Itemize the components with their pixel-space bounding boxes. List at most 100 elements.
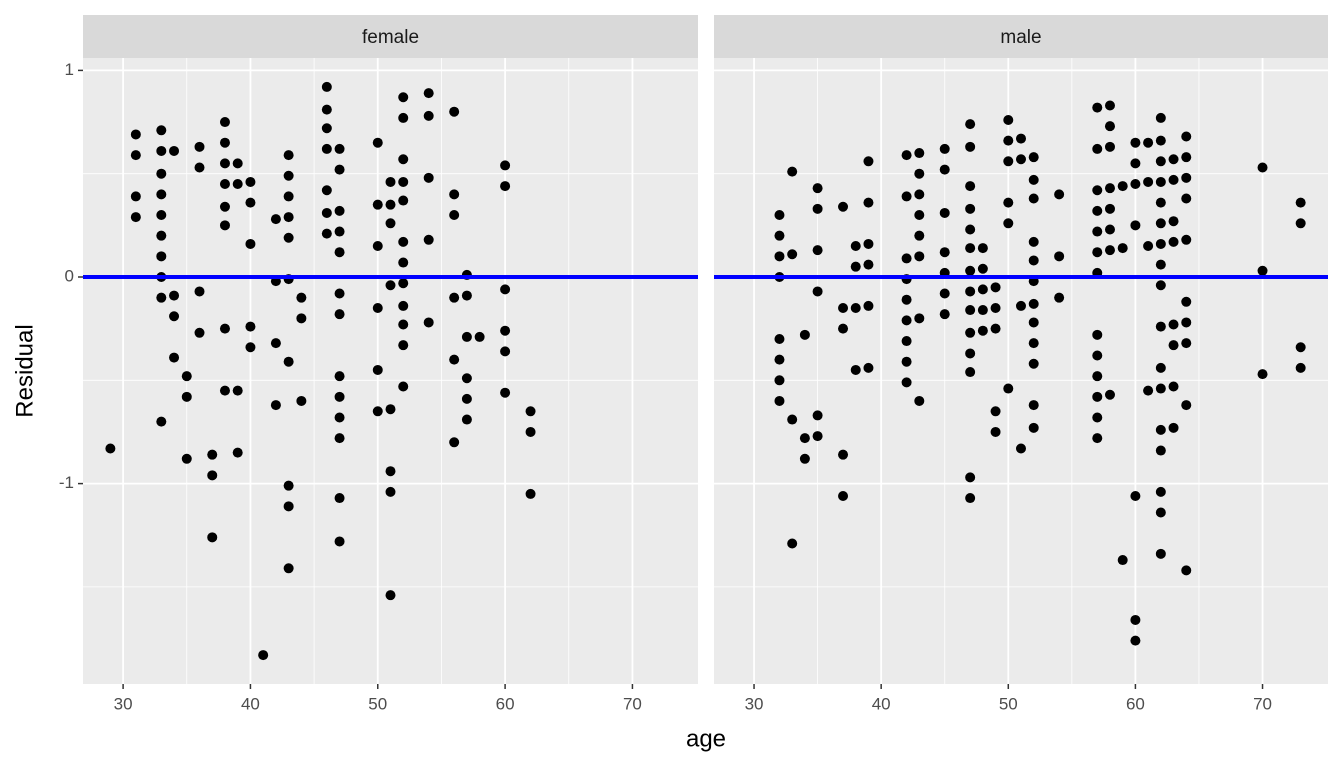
point — [1130, 158, 1141, 169]
point — [461, 373, 472, 384]
point — [283, 501, 294, 512]
point — [283, 150, 294, 161]
point — [1155, 507, 1166, 518]
point — [990, 426, 1001, 437]
point — [385, 280, 396, 291]
point — [863, 300, 874, 311]
point — [774, 395, 785, 406]
point — [321, 143, 332, 154]
point — [1155, 321, 1166, 332]
point — [1092, 433, 1103, 444]
point — [901, 294, 912, 305]
x-tick-label: 40 — [241, 694, 260, 713]
point — [232, 385, 243, 396]
point — [1168, 216, 1179, 227]
point — [939, 288, 950, 299]
point — [1028, 236, 1039, 247]
point — [838, 449, 849, 460]
point — [1168, 154, 1179, 165]
point — [500, 325, 511, 336]
point — [232, 179, 243, 190]
point — [372, 302, 383, 313]
point — [1104, 100, 1115, 111]
point — [863, 197, 874, 208]
point — [850, 302, 861, 313]
point — [914, 189, 925, 200]
y-tick-label: -1 — [59, 473, 74, 492]
point — [939, 143, 950, 154]
strip-label: female — [362, 27, 419, 48]
point — [1295, 342, 1306, 353]
point — [385, 218, 396, 229]
point — [461, 414, 472, 425]
point — [296, 313, 307, 324]
point — [977, 263, 988, 274]
point — [838, 201, 849, 212]
point — [449, 106, 460, 117]
point — [219, 137, 230, 148]
point — [1257, 162, 1268, 173]
point — [965, 203, 976, 214]
point — [863, 362, 874, 373]
point — [838, 323, 849, 334]
point — [398, 319, 409, 330]
point — [812, 286, 823, 297]
point — [990, 323, 1001, 334]
point — [219, 201, 230, 212]
point — [1155, 445, 1166, 456]
point — [965, 141, 976, 152]
point — [461, 393, 472, 404]
point — [219, 220, 230, 231]
point — [1016, 300, 1026, 311]
point — [863, 156, 874, 167]
point — [1295, 197, 1306, 208]
point — [774, 333, 785, 344]
point — [1028, 317, 1039, 328]
point — [194, 141, 205, 152]
point — [245, 238, 256, 249]
point — [156, 210, 167, 221]
point — [1181, 234, 1192, 245]
point — [385, 590, 396, 601]
point — [1181, 131, 1192, 142]
point — [461, 331, 472, 342]
point — [194, 286, 205, 297]
point — [169, 311, 180, 322]
point — [321, 207, 332, 218]
x-tick-label: 70 — [1253, 694, 1272, 713]
y-axis-title: Residual — [11, 324, 38, 417]
point — [1181, 317, 1192, 328]
point — [334, 288, 345, 299]
point — [965, 265, 976, 276]
point — [372, 364, 383, 375]
point — [334, 371, 345, 382]
point — [990, 302, 1001, 313]
point — [130, 150, 141, 161]
point — [1295, 362, 1306, 373]
point — [194, 162, 205, 173]
point — [321, 185, 332, 196]
point — [1181, 193, 1192, 204]
point — [1016, 154, 1026, 165]
point — [1117, 243, 1128, 254]
point — [283, 480, 294, 491]
point — [219, 158, 230, 169]
point — [500, 346, 511, 357]
point — [270, 338, 281, 349]
point — [901, 315, 912, 326]
point — [1092, 143, 1103, 154]
point — [965, 181, 976, 192]
strip — [83, 15, 698, 58]
point — [901, 253, 912, 264]
point — [1028, 298, 1039, 309]
point — [939, 164, 950, 175]
point — [1155, 156, 1166, 167]
point — [334, 164, 345, 175]
point — [398, 154, 409, 165]
point — [1130, 614, 1141, 625]
point — [1155, 112, 1166, 123]
point — [939, 309, 950, 320]
point — [385, 176, 396, 187]
point — [1155, 176, 1166, 187]
point — [977, 305, 988, 316]
